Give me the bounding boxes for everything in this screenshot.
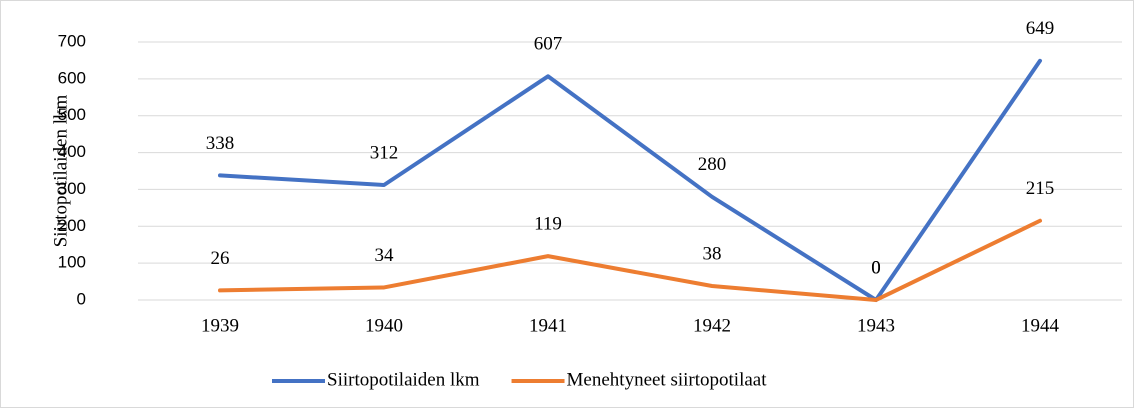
data-label: 280	[698, 154, 727, 175]
data-label: 338	[206, 133, 235, 154]
data-label: 0	[871, 257, 881, 278]
series-line	[218, 58, 1042, 302]
y-tick-label: 400	[58, 142, 86, 161]
series-line	[218, 218, 1042, 302]
x-tick-label: 1941	[529, 315, 567, 336]
data-label: 119	[534, 213, 562, 234]
y-tick-label: 500	[58, 105, 86, 124]
x-tick-label: 1940	[365, 315, 403, 336]
x-tick-label: 1944	[1021, 315, 1060, 336]
y-tick-label: 100	[58, 253, 86, 272]
y-tick-label: 200	[58, 216, 86, 235]
data-label: 34	[375, 245, 395, 266]
y-tick-label: 0	[77, 289, 86, 308]
data-label: 0	[871, 257, 881, 278]
legend-label: Siirtopotilaiden lkm	[327, 369, 480, 390]
data-label: 649	[1026, 18, 1055, 39]
data-label: 38	[703, 243, 722, 264]
legend-label: Menehtyneet siirtopotilaat	[567, 369, 768, 390]
y-tick-label: 600	[58, 68, 86, 87]
y-tick-label: 300	[58, 179, 86, 198]
x-tick-label: 1943	[857, 315, 895, 336]
data-label: 26	[211, 248, 230, 269]
y-axis-title: Siirtopotilaiden lkm	[50, 95, 71, 248]
data-label: 607	[534, 34, 563, 55]
y-tick-label: 700	[58, 31, 86, 50]
data-label: 312	[370, 142, 399, 163]
x-tick-label: 1942	[693, 315, 731, 336]
data-label: 215	[1026, 178, 1055, 199]
x-tick-label: 1939	[201, 315, 239, 336]
